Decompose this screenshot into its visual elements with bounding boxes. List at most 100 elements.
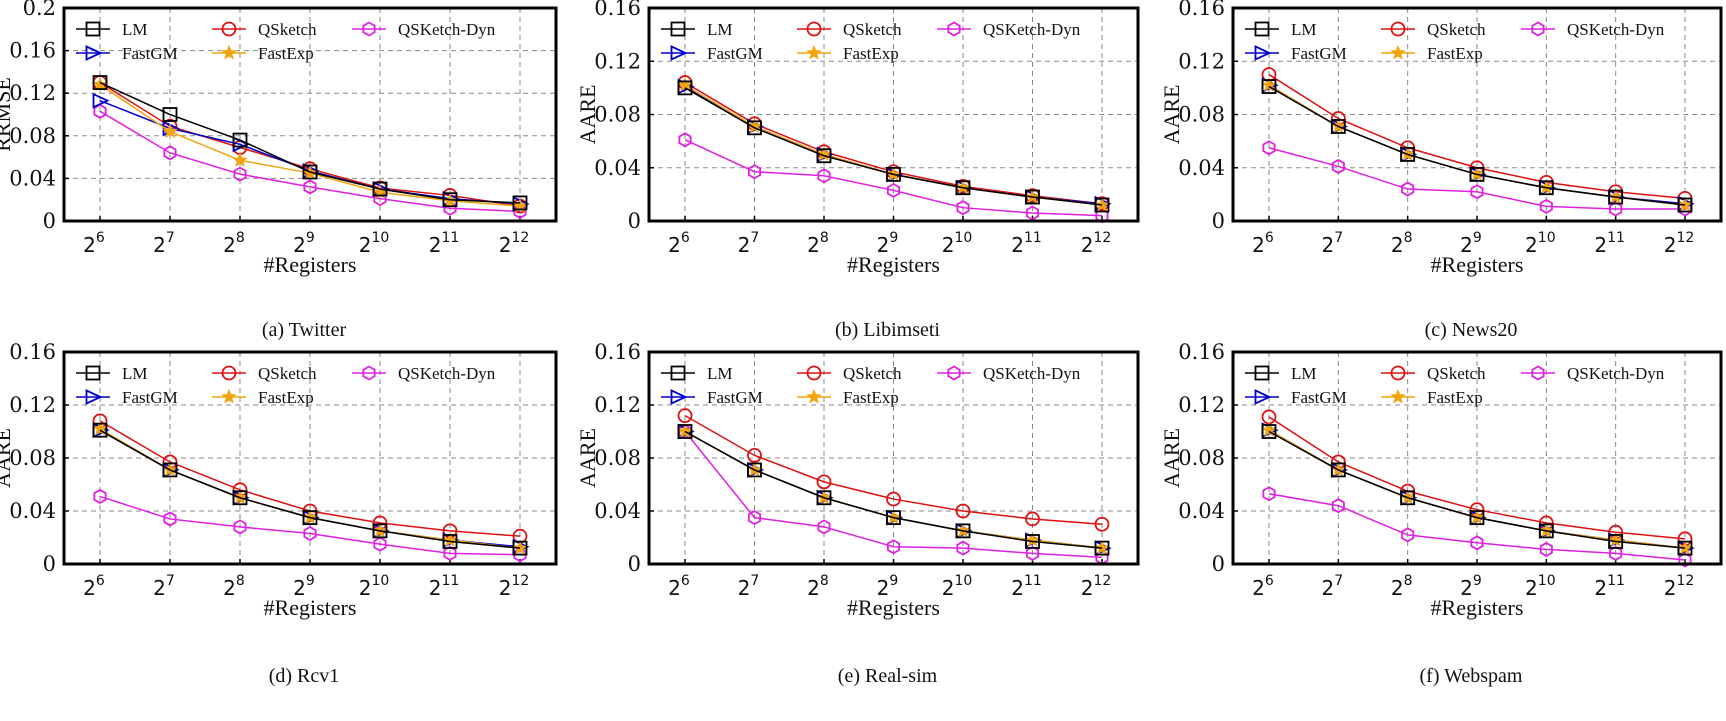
x-tick-label: 27 bbox=[1322, 230, 1344, 257]
data-point bbox=[956, 540, 970, 556]
legend-item-lm: LM bbox=[76, 364, 148, 383]
data-point bbox=[302, 510, 318, 526]
x-tick-label: 27 bbox=[738, 230, 760, 257]
legend-label: LM bbox=[707, 364, 733, 383]
x-tick-label: 211 bbox=[1011, 573, 1042, 600]
series-qsketch-dyn bbox=[93, 488, 527, 563]
legend-item-fastgm: FastGM bbox=[1245, 44, 1347, 63]
x-tick-label: 212 bbox=[499, 230, 530, 257]
x-tick-label: 29 bbox=[1460, 230, 1482, 257]
legend-item-qsketch: QSketch bbox=[797, 20, 902, 39]
x-tick-label: 26 bbox=[1252, 230, 1274, 257]
legend-label: LM bbox=[1291, 364, 1317, 383]
data-point bbox=[886, 182, 901, 198]
data-point bbox=[233, 519, 247, 535]
y-tick-label: 0.04 bbox=[9, 499, 56, 523]
data-point bbox=[1401, 527, 1415, 543]
series-line bbox=[99, 110, 521, 213]
y-tick-label: 0.16 bbox=[594, 340, 641, 364]
data-point bbox=[512, 195, 528, 211]
legend-item-qsketch: QSketch bbox=[797, 364, 902, 383]
y-tick-label: 0.12 bbox=[9, 81, 56, 105]
data-point bbox=[1469, 167, 1485, 182]
legend-marker bbox=[947, 365, 961, 381]
legend-label: QSKetch-Dyn bbox=[983, 364, 1081, 383]
data-point bbox=[677, 80, 693, 96]
legend-item-fastexp: FastExp bbox=[797, 44, 899, 63]
legend-item-qsketch-dyn: QSKetch-Dyn bbox=[1521, 364, 1665, 383]
data-point bbox=[442, 534, 458, 549]
data-point bbox=[1470, 184, 1484, 200]
legend-item-lm: LM bbox=[1245, 20, 1317, 39]
legend-marker bbox=[85, 365, 101, 381]
legend-marker bbox=[85, 45, 103, 61]
data-point bbox=[1609, 201, 1623, 217]
data-point bbox=[1538, 180, 1554, 196]
y-tick-label: 0 bbox=[43, 209, 56, 233]
x-tick-label: 210 bbox=[1525, 230, 1556, 257]
legend: LM QSketch QSKetch-Dyn FastGM FastExp bbox=[76, 20, 496, 63]
series-line bbox=[1268, 85, 1686, 206]
legend-marker bbox=[362, 365, 376, 381]
data-point bbox=[372, 523, 388, 539]
series-line bbox=[684, 139, 1103, 217]
series-line bbox=[99, 81, 521, 204]
y-tick-label: 0.08 bbox=[594, 103, 641, 127]
x-axis-title: #Registers bbox=[264, 252, 357, 277]
data-point bbox=[303, 525, 317, 542]
legend-marker bbox=[85, 21, 101, 37]
data-point bbox=[817, 168, 831, 184]
data-point bbox=[886, 491, 901, 507]
legend-label: LM bbox=[122, 20, 148, 39]
y-axis-title: AARE bbox=[575, 428, 600, 488]
y-tick-label: 0.04 bbox=[1178, 499, 1225, 523]
legend-item-fastgm: FastGM bbox=[1245, 388, 1347, 407]
x-tick-label: 27 bbox=[738, 573, 760, 600]
y-tick-label: 0.12 bbox=[594, 393, 641, 417]
legend-label: QSketch bbox=[258, 20, 317, 39]
y-tick-label: 0.16 bbox=[1178, 340, 1225, 364]
series-qsketch-dyn bbox=[678, 132, 1109, 224]
legend: LM QSketch QSKetch-Dyn FastGM FastExp bbox=[76, 364, 496, 407]
y-tick-label: 0.16 bbox=[9, 340, 56, 364]
data-point bbox=[1261, 422, 1277, 437]
x-tick-label: 29 bbox=[877, 230, 899, 257]
x-tick-label: 26 bbox=[1252, 573, 1274, 600]
legend-item-fastgm: FastGM bbox=[76, 388, 178, 407]
data-point bbox=[1262, 486, 1276, 502]
x-tick-label: 29 bbox=[877, 573, 899, 600]
x-tick-label: 210 bbox=[942, 230, 973, 257]
chart-panel-1: 0 0.04 0.08 0.12 0.16 0.2 26 27 28 29 210 211 212 LM Q… bbox=[0, 0, 558, 341]
data-point bbox=[1094, 516, 1110, 532]
legend-marker bbox=[1390, 365, 1406, 381]
legend-label: QSKetch-Dyn bbox=[398, 364, 496, 383]
legend-marker bbox=[221, 388, 237, 404]
data-point bbox=[677, 408, 693, 424]
data-point bbox=[886, 539, 901, 555]
legend-marker bbox=[1254, 45, 1272, 61]
legend-label: FastExp bbox=[1427, 388, 1483, 407]
legend-item-qsketch: QSketch bbox=[1381, 364, 1486, 383]
legend-item-qsketch-dyn: QSKetch-Dyn bbox=[937, 364, 1081, 383]
plot-frame bbox=[62, 350, 558, 566]
y-tick-label: 0 bbox=[628, 552, 641, 576]
legend-marker bbox=[1254, 365, 1270, 381]
y-tick-label: 0.12 bbox=[1178, 49, 1225, 73]
legend-marker bbox=[221, 44, 237, 60]
data-point bbox=[93, 103, 107, 119]
y-tick-label: 0.16 bbox=[9, 39, 56, 63]
legend-marker bbox=[670, 389, 688, 405]
chart-panel-2: 0 0.04 0.08 0.12 0.16 26 27 28 29 210 211 212 LM QSke… bbox=[575, 0, 1140, 341]
data-point bbox=[816, 146, 832, 161]
data-point bbox=[1539, 541, 1553, 557]
data-point bbox=[1469, 510, 1485, 526]
legend-label: FastGM bbox=[707, 44, 763, 63]
y-axis-title: AARE bbox=[0, 428, 15, 488]
series-lm bbox=[92, 75, 528, 211]
data-point bbox=[955, 503, 971, 519]
y-tick-label: 0.08 bbox=[9, 446, 56, 470]
y-tick-label: 0.16 bbox=[594, 0, 641, 20]
series-line bbox=[99, 429, 521, 549]
data-point bbox=[442, 192, 458, 208]
